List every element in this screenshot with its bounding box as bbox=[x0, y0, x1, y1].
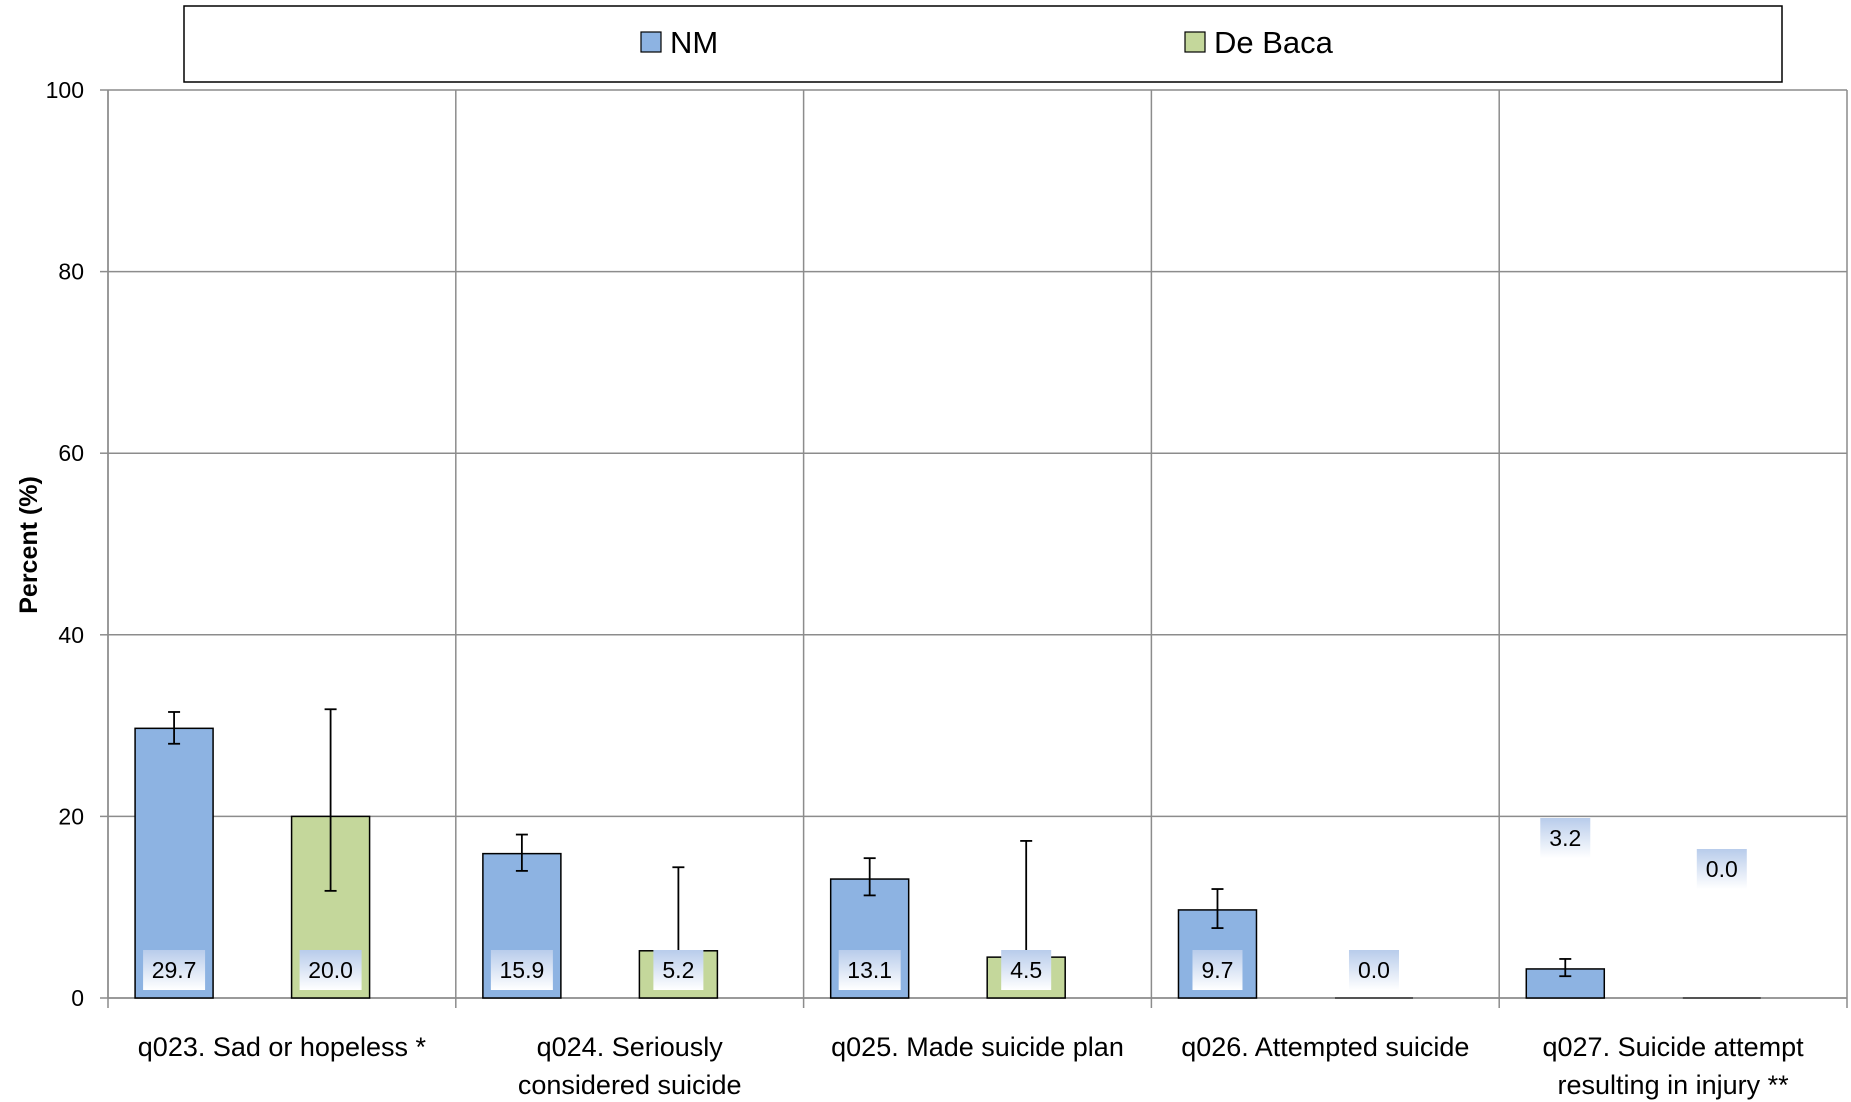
data-label-value: 20.0 bbox=[308, 957, 353, 983]
y-tick-label: 40 bbox=[58, 622, 84, 648]
x-category-label: q027. Suicide attempt bbox=[1543, 1032, 1805, 1062]
data-label-box bbox=[653, 950, 704, 990]
data-label-de-baca: 5.2 bbox=[653, 950, 704, 990]
x-category-label: resulting in injury ** bbox=[1558, 1070, 1790, 1100]
data-label-value: 5.2 bbox=[662, 957, 694, 983]
data-label-de-baca: 0.0 bbox=[1696, 849, 1747, 889]
data-label-box bbox=[490, 950, 553, 990]
data-label-box bbox=[1001, 950, 1052, 990]
data-label-nm: 29.7 bbox=[143, 950, 206, 990]
bars bbox=[134, 708, 1761, 999]
data-label-box bbox=[1540, 818, 1591, 858]
x-category-label: q026. Attempted suicide bbox=[1181, 1032, 1469, 1062]
data-label-box bbox=[838, 950, 901, 990]
y-tick-label: 80 bbox=[58, 259, 84, 285]
x-category-label: considered suicide bbox=[518, 1070, 742, 1100]
data-label-box bbox=[1696, 849, 1747, 889]
data-label-value: 9.7 bbox=[1201, 957, 1233, 983]
x-category-label: q023. Sad or hopeless * bbox=[138, 1032, 427, 1062]
data-label-nm: 3.2 bbox=[1540, 818, 1591, 858]
legend-swatch-de-baca bbox=[1184, 31, 1206, 53]
legend-label-de-baca: De Baca bbox=[1214, 25, 1334, 60]
tick-labels: 0 20 40 60 80 100 q023. Sad or hopeless * q024.… bbox=[46, 77, 1805, 1100]
data-label-nm: 13.1 bbox=[838, 950, 901, 990]
legend-swatch-nm bbox=[640, 31, 662, 53]
data-label-box bbox=[143, 950, 206, 990]
data-label-box bbox=[1348, 950, 1399, 990]
gridlines bbox=[107, 89, 1848, 1008]
data-label-box bbox=[1192, 950, 1243, 990]
y-tick-label: 100 bbox=[46, 77, 84, 103]
y-axis-title: Percent (%) bbox=[15, 476, 43, 614]
legend-frame bbox=[183, 5, 1783, 83]
data-label-nm: 9.7 bbox=[1192, 950, 1243, 990]
y-tick-label: 60 bbox=[58, 440, 84, 466]
x-category-label: q024. Seriously bbox=[537, 1032, 724, 1062]
x-category-label: q025. Made suicide plan bbox=[831, 1032, 1124, 1062]
data-label-nm: 15.9 bbox=[490, 950, 553, 990]
data-label-de-baca: 20.0 bbox=[299, 950, 362, 990]
data-label-de-baca: 0.0 bbox=[1348, 950, 1399, 990]
data-label-value: 0.0 bbox=[1706, 856, 1738, 882]
data-label-box bbox=[299, 950, 362, 990]
data-label-value: 3.2 bbox=[1549, 825, 1581, 851]
y-tick-label: 0 bbox=[71, 985, 84, 1011]
y-tick-label: 20 bbox=[58, 803, 84, 829]
data-label-value: 4.5 bbox=[1010, 957, 1042, 983]
legend-label-nm: NM bbox=[670, 25, 718, 60]
data-label-value: 15.9 bbox=[499, 957, 544, 983]
legend: NM De Baca bbox=[183, 5, 1783, 83]
data-label-value: 29.7 bbox=[152, 957, 197, 983]
data-labels: 29.7 15.9 13.1 9.7 3.2 20.0 5.2 4.5 0.0 0.0 bbox=[143, 818, 1747, 990]
data-label-value: 13.1 bbox=[847, 957, 892, 983]
data-label-value: 0.0 bbox=[1358, 957, 1390, 983]
data-label-de-baca: 4.5 bbox=[1001, 950, 1052, 990]
